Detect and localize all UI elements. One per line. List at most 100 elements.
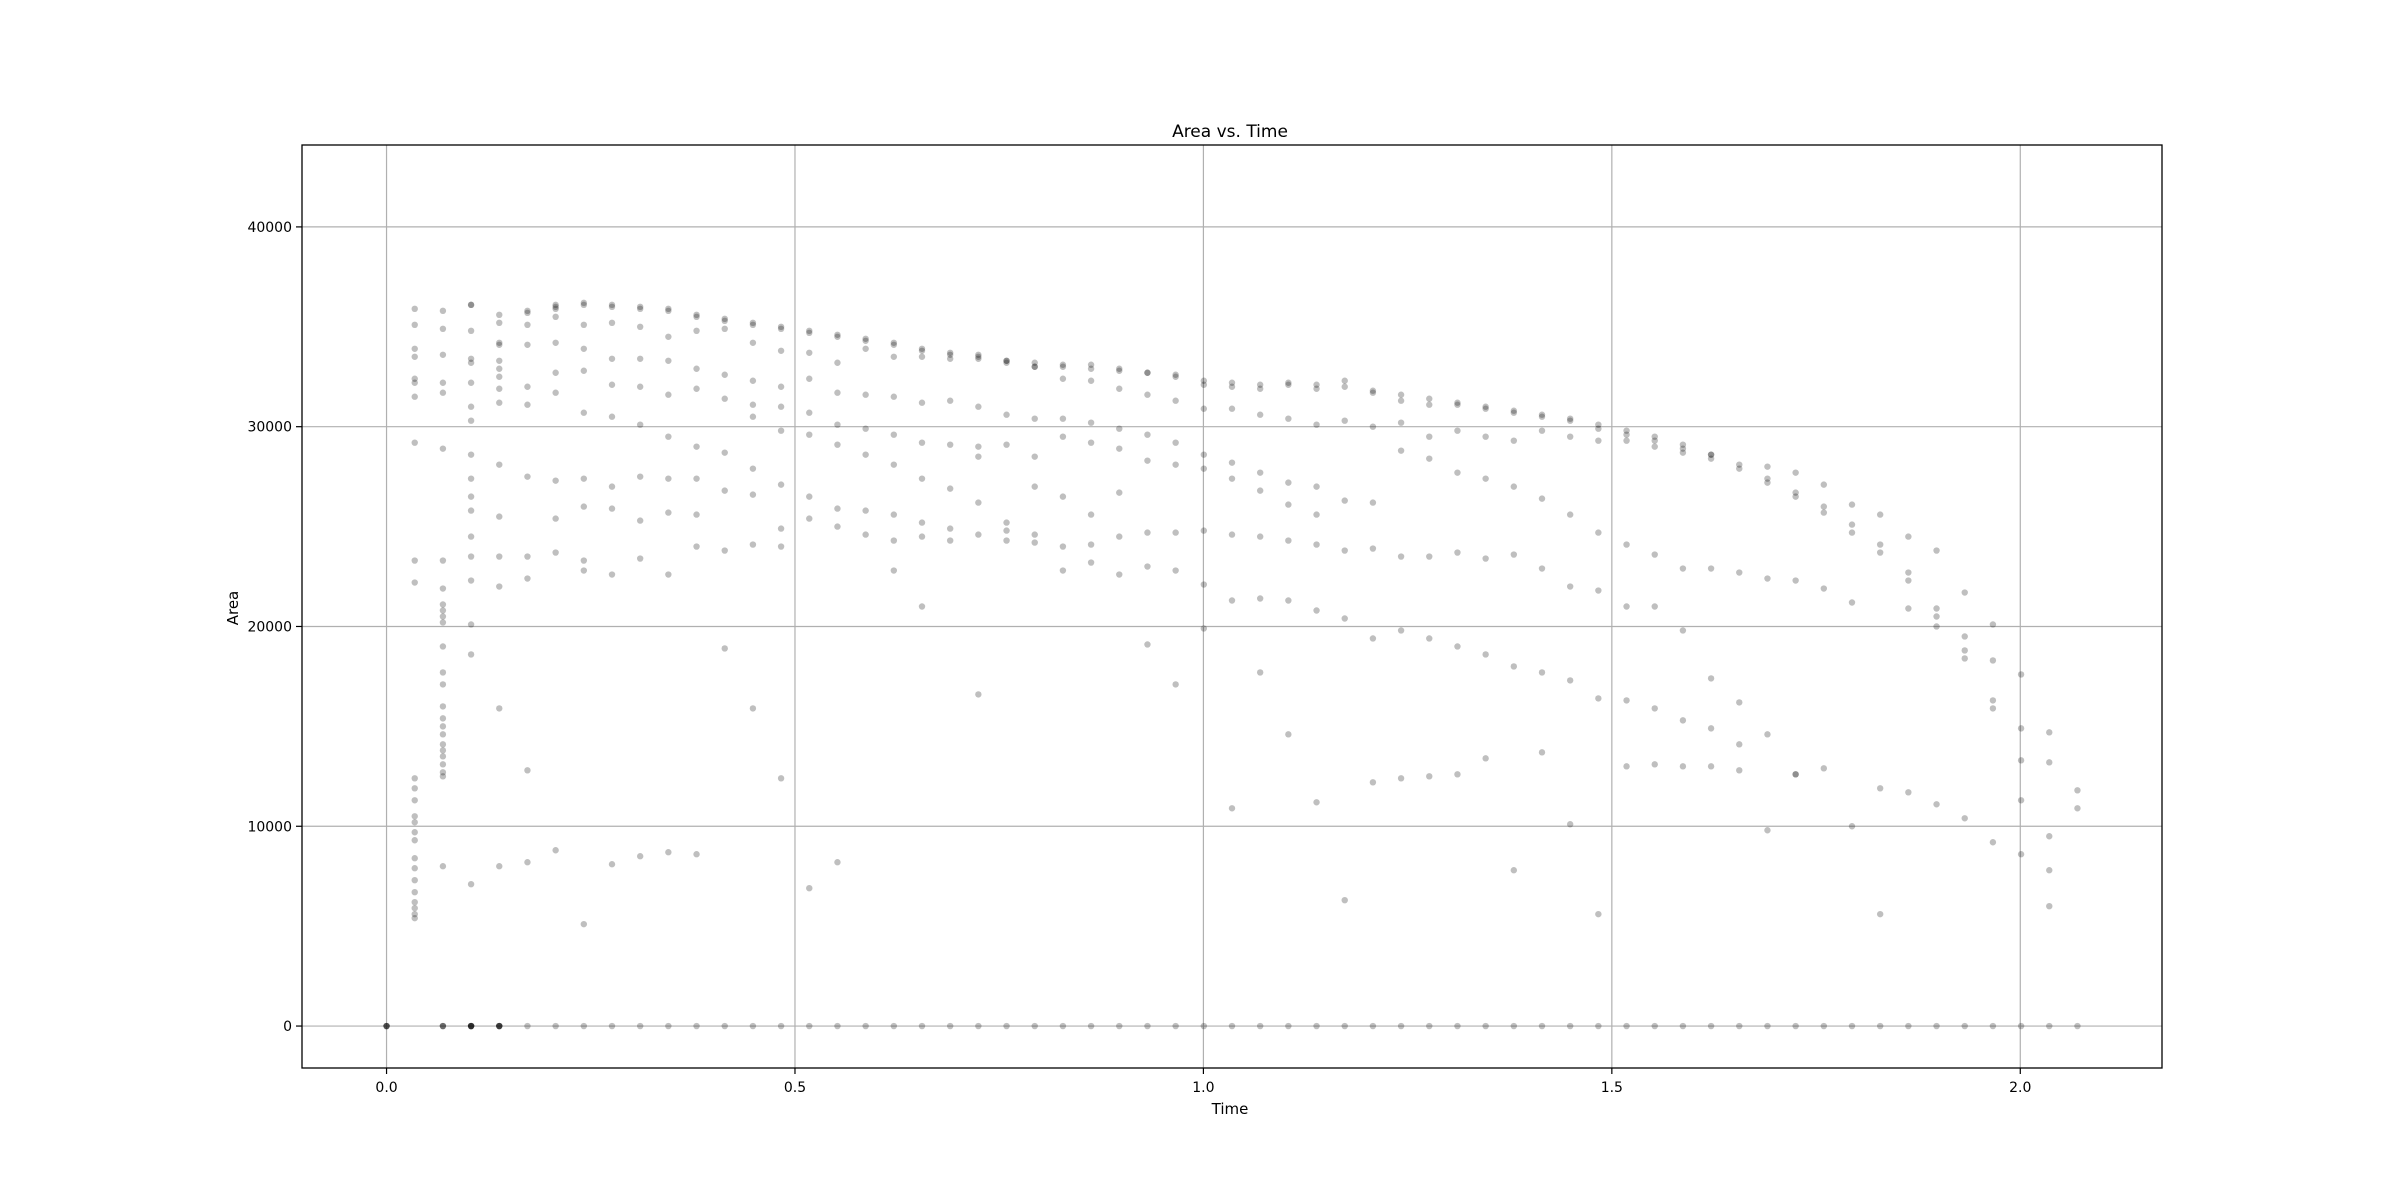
data-point <box>1990 1023 1996 1029</box>
data-point <box>496 705 502 711</box>
data-point <box>637 517 643 523</box>
data-point <box>1003 527 1009 533</box>
data-point <box>1370 635 1376 641</box>
data-point <box>1257 469 1263 475</box>
data-point <box>440 669 446 675</box>
data-point <box>2046 759 2052 765</box>
data-point <box>947 537 953 543</box>
data-point <box>1172 439 1178 445</box>
data-point <box>581 1023 587 1029</box>
data-point <box>496 386 502 392</box>
data-point <box>1708 675 1714 681</box>
data-point <box>1229 1023 1235 1029</box>
data-point <box>1877 1023 1883 1029</box>
data-point <box>834 422 840 428</box>
data-point <box>1567 677 1573 683</box>
data-point <box>1652 705 1658 711</box>
data-point <box>2018 757 2024 763</box>
data-point <box>1821 585 1827 591</box>
data-point <box>1201 1023 1207 1029</box>
data-point <box>496 553 502 559</box>
data-point <box>1003 519 1009 525</box>
data-point <box>524 402 530 408</box>
data-point <box>496 1023 502 1029</box>
data-point <box>1595 1023 1601 1029</box>
data-point <box>1567 583 1573 589</box>
data-point <box>496 513 502 519</box>
data-point <box>581 322 587 328</box>
data-point <box>1623 437 1629 443</box>
data-point <box>1652 551 1658 557</box>
data-point <box>1623 697 1629 703</box>
data-point <box>1342 378 1348 384</box>
data-point <box>1962 815 1968 821</box>
data-point <box>1342 384 1348 390</box>
data-point <box>1539 495 1545 501</box>
data-point <box>1032 531 1038 537</box>
data-point <box>750 705 756 711</box>
data-point <box>891 537 897 543</box>
data-point <box>1877 541 1883 547</box>
data-point <box>440 681 446 687</box>
data-point <box>1623 541 1629 547</box>
data-point <box>1032 416 1038 422</box>
data-point <box>468 302 474 308</box>
data-point <box>1962 655 1968 661</box>
data-point <box>1398 627 1404 633</box>
data-point <box>975 443 981 449</box>
data-point <box>806 1023 812 1029</box>
data-point <box>1144 457 1150 463</box>
data-point <box>412 915 418 921</box>
data-point <box>947 441 953 447</box>
data-point <box>1652 443 1658 449</box>
data-point <box>1201 451 1207 457</box>
data-point <box>2074 787 2080 793</box>
data-point <box>1116 571 1122 577</box>
data-point <box>440 703 446 709</box>
data-point <box>1595 437 1601 443</box>
data-point <box>665 475 671 481</box>
data-point <box>637 384 643 390</box>
data-point <box>440 607 446 613</box>
data-point <box>1116 445 1122 451</box>
data-point <box>750 378 756 384</box>
data-point <box>524 767 530 773</box>
data-point <box>834 859 840 865</box>
data-point <box>1482 651 1488 657</box>
data-point <box>1060 543 1066 549</box>
data-point <box>1482 1023 1488 1029</box>
data-point <box>552 1023 558 1029</box>
x-tick-label: 1.0 <box>1192 1080 1214 1096</box>
data-point <box>1342 497 1348 503</box>
data-point <box>1426 396 1432 402</box>
data-point <box>1877 511 1883 517</box>
data-point <box>1370 1023 1376 1029</box>
data-point <box>1060 1023 1066 1029</box>
data-point <box>1511 663 1517 669</box>
data-point <box>1454 549 1460 555</box>
data-point <box>834 332 840 338</box>
data-point <box>1454 1023 1460 1029</box>
grid-lines <box>302 145 2162 1068</box>
data-point <box>919 439 925 445</box>
data-point <box>1144 529 1150 535</box>
data-point <box>919 603 925 609</box>
data-point <box>468 380 474 386</box>
data-point <box>1511 483 1517 489</box>
data-point <box>468 881 474 887</box>
data-point <box>440 352 446 358</box>
data-point <box>1116 1023 1122 1029</box>
data-point <box>1623 1023 1629 1029</box>
data-point <box>1426 1023 1432 1029</box>
data-point <box>1792 469 1798 475</box>
data-point <box>1680 627 1686 633</box>
data-point <box>581 503 587 509</box>
y-tick-label: 30000 <box>247 420 292 436</box>
data-point <box>665 358 671 364</box>
data-point <box>1567 821 1573 827</box>
data-point <box>1144 641 1150 647</box>
data-point <box>2046 729 2052 735</box>
data-point <box>891 340 897 346</box>
data-point <box>412 837 418 843</box>
y-axis-label: Area <box>224 591 242 626</box>
